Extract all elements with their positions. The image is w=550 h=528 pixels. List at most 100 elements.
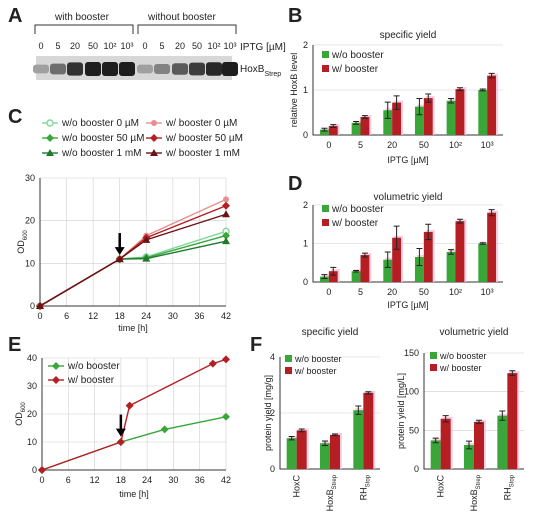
x-tick-label: 36 [194, 311, 204, 321]
y-tick-label: 0 [303, 130, 308, 140]
panel-f-volumetric-chart: volumetric yield 0 50 100 150 protein yield [… [396, 327, 524, 511]
legend-label: w/o booster [294, 354, 342, 364]
x-tick-label: 42 [221, 311, 231, 321]
x-tick-label: 5 [358, 140, 363, 150]
axis-lines [39, 178, 226, 307]
bar [414, 106, 424, 135]
x-tick-label: 5 [358, 287, 363, 297]
data-point [52, 362, 60, 370]
blot-lane-label: 10² [103, 41, 116, 51]
legend-label: w/ booster [439, 363, 482, 373]
legend-label: w/o booster [331, 204, 384, 215]
y-tick-label: 10 [25, 258, 35, 268]
legend-label: w/o booster 1 mM [61, 148, 141, 159]
bar [383, 110, 393, 135]
data-point [222, 237, 230, 245]
bar [319, 276, 329, 282]
blot-group-without-booster: without booster [147, 12, 216, 23]
error-bar [432, 437, 439, 444]
error-bar [361, 115, 368, 119]
blot-band [137, 64, 153, 74]
error-bar [353, 121, 360, 125]
legend-swatch [322, 219, 329, 226]
x-axis-label: IPTG [µM] [387, 155, 428, 165]
bar [392, 237, 402, 282]
bar [353, 410, 364, 469]
arrow-head [115, 428, 126, 437]
data-point [160, 425, 169, 434]
y-tick-label: 40 [27, 353, 37, 363]
bar [363, 392, 374, 469]
panel-f-specific-chart: specific yield 0 2 4 protein yield [mg/g] Hox… [263, 327, 380, 511]
error-bar [330, 266, 337, 276]
bar [328, 271, 338, 282]
x-tick-label: 10³ [481, 287, 494, 297]
x-tick-label: 50 [419, 287, 429, 297]
series-line [39, 213, 227, 307]
x-tick-label: 30 [168, 311, 178, 321]
panel-c-chart: 0 10 20 30 0 6 12 18 24 30 36 42 OD600 time [h] w/o bo… [16, 118, 243, 333]
legend-label: w/ booster 1 mM [165, 148, 240, 159]
western-blot: with booster without booster 0 5 20 50 10² 10… [33, 12, 286, 80]
error-bar [425, 223, 432, 241]
error-bar [288, 436, 295, 441]
data-point [222, 210, 230, 218]
legend-label: w/ booster [67, 375, 115, 386]
y-axis-label: relative HoxB level [289, 53, 299, 128]
y-tick-label: 0 [414, 464, 419, 474]
x-tick-label: 10² [449, 140, 462, 150]
series-line [39, 240, 227, 307]
error-bar [321, 127, 328, 132]
blot-band [172, 63, 188, 75]
blot-band-label: HoxBStrep [240, 64, 281, 78]
panel-e-chart: 0 10 20 30 40 0 6 12 18 24 30 36 42 OD600 time [h] w/o … [14, 353, 231, 499]
legend-swatch [322, 205, 329, 212]
y-tick-label: 0 [303, 277, 308, 287]
bar [351, 122, 361, 135]
axis-lines [423, 353, 524, 470]
data-point [222, 355, 230, 364]
blot-band [206, 62, 222, 76]
bar [423, 98, 433, 135]
data-point [222, 201, 230, 210]
error-bar [321, 274, 328, 280]
chart-title: volumetric yield [440, 327, 509, 338]
x-axis-label: time [h] [118, 323, 148, 333]
legend-swatch [430, 364, 437, 371]
blot-band [222, 62, 238, 76]
bar [487, 75, 497, 135]
x-tick-label: 24 [141, 311, 151, 321]
bar [507, 373, 518, 469]
panel-d-chart: volumetric yield 0 1 2 IPTG [µM] 0 5 20 50 10² 10³… [303, 192, 503, 310]
x-tick-label: 18 [115, 311, 125, 321]
error-bar [384, 101, 391, 119]
error-bar [332, 433, 338, 437]
x-tick-label: 30 [168, 475, 178, 485]
data-point [46, 149, 54, 156]
chart-title: specific yield [302, 327, 359, 338]
bar [286, 438, 297, 469]
x-tick-label: 18 [116, 475, 126, 485]
data-point [52, 376, 60, 384]
x-tick-label: 42 [221, 475, 231, 485]
y-tick-label: 100 [404, 387, 419, 397]
error-bar [476, 419, 482, 424]
x-tick-label: RHStop [502, 474, 515, 500]
axis-lines [312, 205, 503, 283]
x-tick-label: 6 [66, 475, 71, 485]
blot-lane-label: 20 [175, 41, 185, 51]
data-point [208, 359, 217, 368]
error-bar [448, 249, 455, 255]
bar [320, 443, 330, 469]
legend-label: w/ booster 50 µM [165, 133, 243, 144]
blot-lane-label: 0 [142, 41, 147, 51]
y-axis-label: OD600 [14, 402, 27, 426]
axis-lines [279, 357, 380, 470]
bar [383, 259, 393, 282]
y-axis-label: protein yield [mg/g] [263, 375, 273, 451]
blot-band [85, 62, 101, 76]
legend-swatch [322, 51, 329, 58]
bar [478, 90, 488, 135]
blot-lane-label: 5 [159, 41, 164, 51]
